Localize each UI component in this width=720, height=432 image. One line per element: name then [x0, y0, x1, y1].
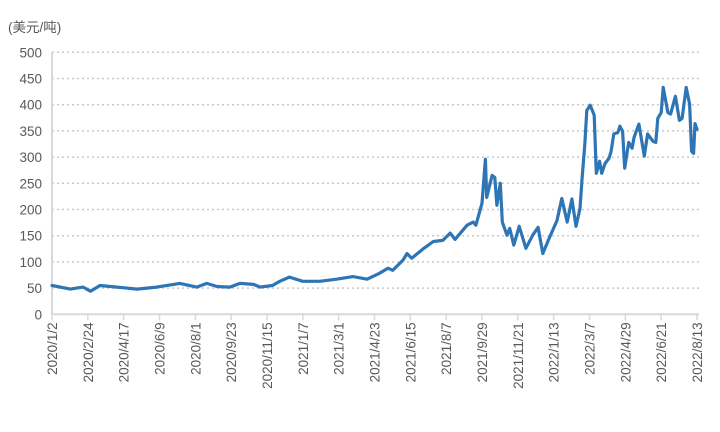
x-tick-label: 2022/4/29	[618, 322, 633, 382]
x-axis: 2020/1/2 2020/2/24 2020/4/17 2020/6/9 2020/8…	[45, 52, 705, 389]
y-axis-ticks: 0 50 100 150 200 250 300 350 400 450 500	[19, 45, 42, 322]
y-tick-label: 300	[19, 150, 42, 165]
x-tick-label: 2020/2/24	[81, 322, 96, 383]
y-tick-label: 50	[27, 281, 42, 296]
x-tick-label: 2020/6/9	[153, 322, 168, 375]
x-tick-label: 2021/9/29	[475, 322, 490, 382]
y-tick-label: 150	[19, 229, 42, 244]
x-tick-label: 2022/3/7	[583, 322, 598, 375]
x-tick-label: 2022/6/21	[654, 322, 669, 382]
y-tick-label: 200	[19, 203, 42, 218]
x-tick-label: 2021/11/21	[511, 322, 526, 389]
y-axis-label: (美元/吨)	[8, 20, 61, 35]
x-tick-label: 2022/8/13	[690, 322, 705, 382]
series-line	[50, 85, 699, 293]
x-tick-label: 2020/1/2	[45, 322, 60, 375]
x-tick-label: 2021/4/23	[368, 322, 383, 382]
x-tick-label: 2020/4/17	[117, 322, 132, 382]
y-tick-label: 400	[19, 98, 42, 113]
x-tick-label: 2021/3/1	[332, 322, 347, 375]
x-tick-label: 2021/6/15	[403, 322, 418, 382]
y-tick-label: 350	[19, 124, 42, 139]
x-tick-label: 2020/8/1	[188, 322, 203, 375]
y-tick-label: 450	[19, 72, 42, 87]
x-tick-label: 2021/8/7	[439, 322, 454, 375]
y-tick-label: 100	[19, 255, 42, 270]
y-tick-label: 0	[34, 307, 42, 322]
y-tick-label: 250	[19, 176, 42, 191]
x-tick-label: 2021/1/7	[296, 322, 311, 375]
x-tick-label: 2020/9/23	[224, 322, 239, 382]
x-tick-label: 2020/11/15	[260, 322, 275, 389]
y-tick-label: 500	[19, 45, 42, 60]
x-tick-label: 2022/1/13	[547, 322, 562, 382]
